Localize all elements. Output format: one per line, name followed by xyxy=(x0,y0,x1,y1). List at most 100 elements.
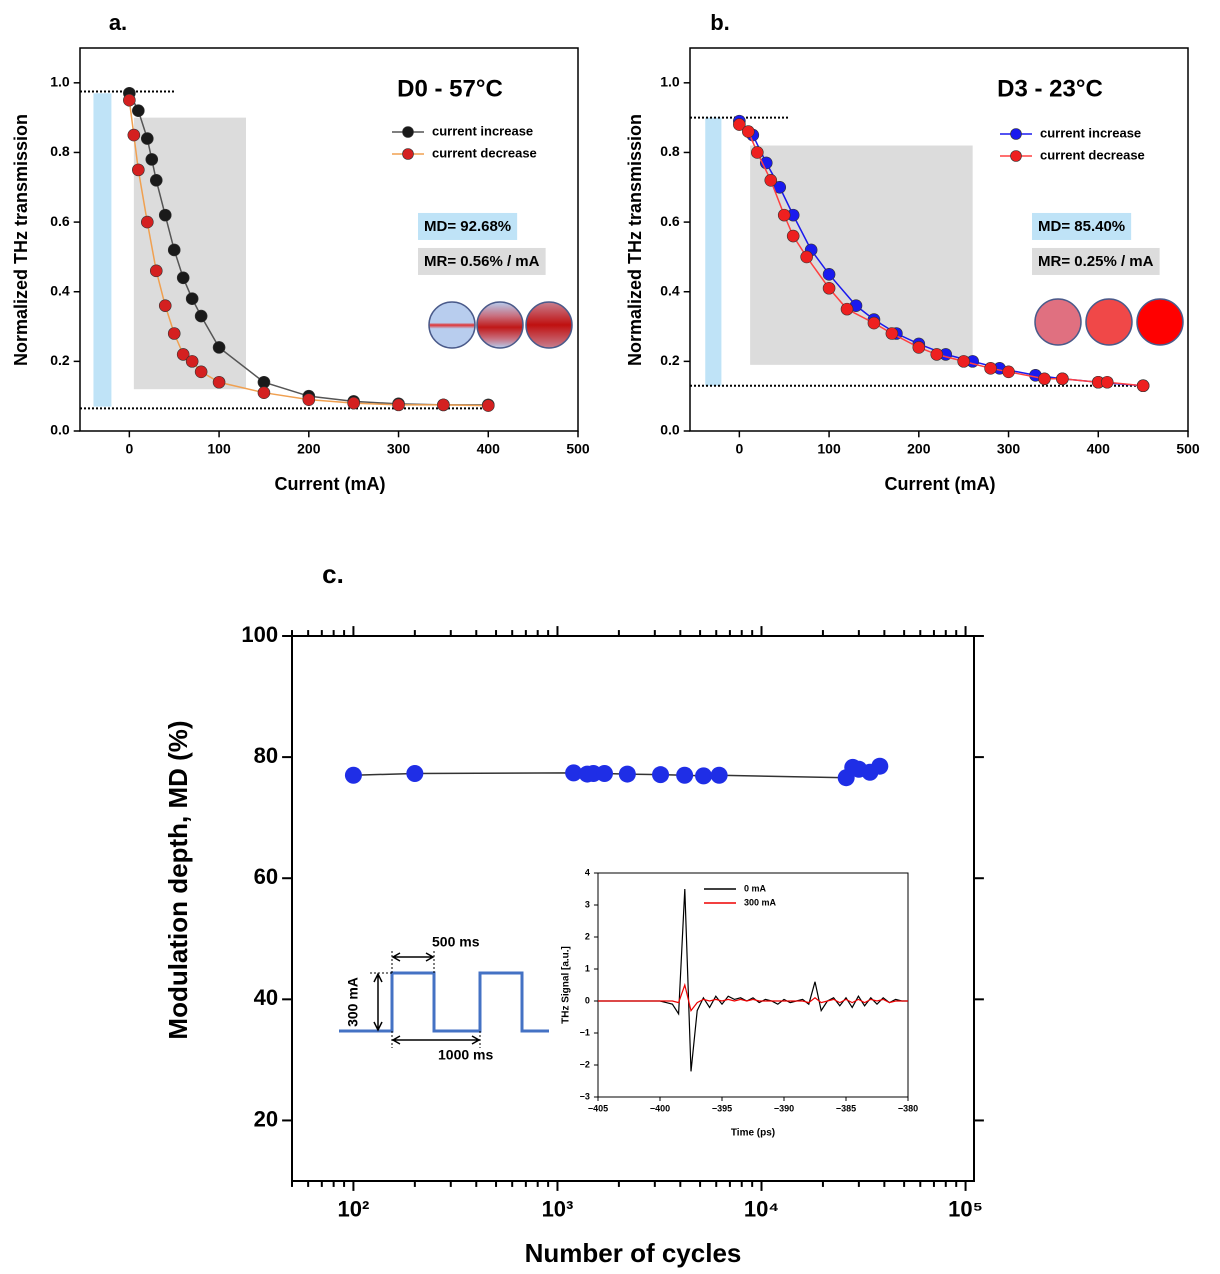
data-point xyxy=(149,174,163,187)
data-point xyxy=(481,399,495,412)
x-tick-label: −400 xyxy=(650,1104,670,1114)
data-point xyxy=(871,757,889,775)
data-point xyxy=(652,766,670,784)
data-point xyxy=(176,271,190,285)
x-tick-label: 10⁴ xyxy=(744,1197,779,1222)
data-point xyxy=(123,93,136,107)
data-point xyxy=(167,327,181,340)
shaded-region xyxy=(750,145,973,365)
x-tick-label: −405 xyxy=(588,1104,608,1114)
x-tick-label: 10³ xyxy=(542,1197,574,1222)
annotation: MR= 0.56% / mA xyxy=(424,253,540,270)
data-point xyxy=(149,264,163,278)
x-axis-title: Current (mA) xyxy=(275,474,386,494)
annotation: MR= 0.25% / mA xyxy=(1038,253,1154,270)
y-tick-label: −1 xyxy=(580,1027,590,1037)
shaded-region xyxy=(705,117,722,386)
icon xyxy=(428,301,476,349)
data-point xyxy=(1136,379,1150,393)
legend-label: current increase xyxy=(432,123,533,138)
data-point xyxy=(212,375,226,389)
icon xyxy=(476,301,524,349)
data-point xyxy=(176,348,190,361)
annotation-box xyxy=(1032,212,1132,240)
data-point xyxy=(145,153,159,166)
legend-marker xyxy=(1010,128,1022,140)
data-point xyxy=(840,302,854,316)
data-point xyxy=(140,132,154,145)
y-axis-title: Normalized THz transmission xyxy=(625,114,645,366)
chart-title: D0 - 57°C xyxy=(397,75,503,102)
data-point xyxy=(167,243,181,257)
y-tick-label: −3 xyxy=(580,1091,590,1101)
icon xyxy=(1085,298,1133,346)
x-tick-label: 10⁵ xyxy=(948,1197,983,1222)
x-tick-label: 400 xyxy=(1087,441,1111,457)
x-tick-label: 300 xyxy=(387,441,411,457)
icon xyxy=(1136,298,1184,346)
shaded-region xyxy=(93,93,112,407)
data-point xyxy=(158,299,172,312)
data-point xyxy=(764,174,778,187)
annotation: 1000 ms xyxy=(438,1047,493,1063)
y-axis-title: THz Signal [a.u.] xyxy=(561,946,572,1024)
series-line xyxy=(598,888,908,1072)
legend-label: 300 mA xyxy=(744,897,777,907)
y-tick-label: 2 xyxy=(585,931,590,941)
x-tick-label: −390 xyxy=(774,1104,794,1114)
data-point xyxy=(742,125,755,138)
y-tick-label: 40 xyxy=(254,985,278,1010)
y-tick-label: 4 xyxy=(585,867,590,877)
data-point xyxy=(1002,365,1015,379)
panel-label: b. xyxy=(710,10,730,35)
x-tick-label: 100 xyxy=(817,441,841,457)
annotation: MD= 85.40% xyxy=(1038,218,1125,235)
arrow xyxy=(373,972,383,1032)
data-point xyxy=(930,348,944,361)
data-point xyxy=(194,365,208,379)
square-wave-diagram xyxy=(339,950,549,1048)
square-wave xyxy=(339,971,549,1033)
data-point xyxy=(957,355,970,368)
data-point xyxy=(885,327,899,340)
data-point xyxy=(618,765,636,783)
x-axis-title: Number of cycles xyxy=(525,1238,742,1268)
y-tick-label: 0.2 xyxy=(660,352,680,368)
legend-label: 0 mA xyxy=(744,883,767,893)
data-point xyxy=(1100,375,1114,389)
legend-label: current decrease xyxy=(1040,147,1145,162)
x-tick-label: 0 xyxy=(735,441,743,457)
data-point xyxy=(595,764,613,782)
data-point xyxy=(406,764,424,782)
x-tick-label: 0 xyxy=(125,441,133,457)
annotation: MD= 92.68% xyxy=(424,218,511,235)
x-tick-label: −395 xyxy=(712,1104,732,1114)
data-point xyxy=(984,362,997,375)
x-tick-label: 100 xyxy=(207,441,231,457)
x-tick-label: 500 xyxy=(566,441,590,457)
data-point xyxy=(1056,372,1069,386)
annotation: 500 ms xyxy=(432,934,480,950)
y-tick-label: 100 xyxy=(241,622,278,647)
state-icons xyxy=(428,298,1184,349)
plot-frame xyxy=(689,47,1189,432)
data-point xyxy=(185,292,199,305)
x-tick-label: 200 xyxy=(907,441,931,457)
y-tick-label: 0.0 xyxy=(660,422,680,438)
data-point xyxy=(140,215,154,229)
y-tick-label: 0.0 xyxy=(50,422,70,438)
data-point xyxy=(302,393,316,406)
y-tick-label: 1.0 xyxy=(50,74,70,90)
annotation-box xyxy=(1032,247,1160,275)
x-tick-label: 300 xyxy=(997,441,1021,457)
x-tick-label: −380 xyxy=(898,1104,918,1114)
plot-frame xyxy=(597,872,909,1098)
data-point xyxy=(822,268,836,281)
data-point xyxy=(710,766,728,784)
y-axis-title: Modulation depth, MD (%) xyxy=(163,720,193,1039)
data-point xyxy=(733,118,746,131)
panel-label: a. xyxy=(109,10,127,35)
data-point xyxy=(750,146,764,159)
plot-frame xyxy=(79,47,579,432)
